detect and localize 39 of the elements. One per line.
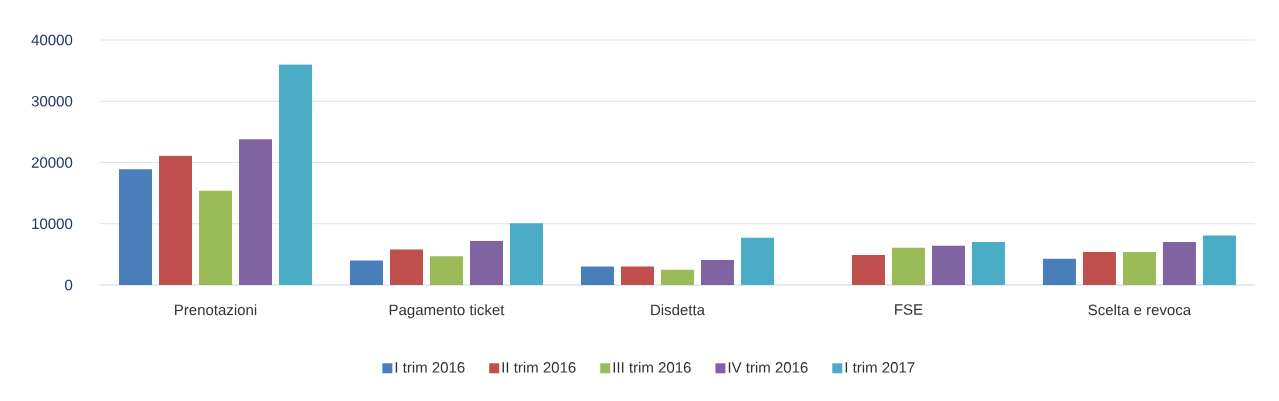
bar: [1082, 251, 1116, 285]
bar: [429, 256, 463, 285]
bar: [119, 169, 153, 285]
y-tick-label: 30000: [31, 95, 73, 107]
x-tick-label: FSE: [895, 304, 923, 315]
x-tick-label: Scelta e revoca: [1088, 304, 1192, 316]
bar: [700, 259, 734, 285]
bar: [1122, 251, 1156, 285]
bar: [1202, 235, 1236, 285]
x-tick-label: Pagamento ticket: [389, 304, 505, 319]
y-tick-label: 0: [65, 279, 73, 291]
bar: [660, 269, 694, 285]
bar: [620, 266, 654, 285]
bar: [1162, 242, 1196, 285]
bar: [851, 254, 885, 285]
y-tick-label: 10000: [32, 218, 73, 230]
legend-label: III trim 2016: [613, 361, 691, 373]
x-tick-label: Disdetta: [651, 304, 705, 316]
y-tick-label: 40000: [31, 34, 73, 46]
bar: [1042, 258, 1076, 285]
bar: [891, 247, 925, 285]
bar: [740, 237, 774, 285]
bar: [580, 266, 614, 285]
bar: [239, 139, 273, 285]
bar: [199, 190, 233, 285]
bar: [159, 155, 193, 285]
bar: [971, 242, 1005, 285]
bar: [469, 240, 503, 285]
bar: [279, 64, 313, 285]
legend-label: I trim 2016: [395, 361, 465, 373]
y-tick-label: 20000: [31, 157, 73, 168]
legend-label: IV trim 2016: [728, 361, 808, 373]
bar: [509, 223, 543, 285]
bar: [349, 260, 383, 285]
bar: [931, 245, 965, 285]
x-tick-label: Prenotazioni: [175, 304, 257, 316]
legend-label: II trim 2016: [502, 361, 576, 373]
bar: [389, 249, 423, 285]
legend-label: I trim 2017: [845, 361, 915, 373]
